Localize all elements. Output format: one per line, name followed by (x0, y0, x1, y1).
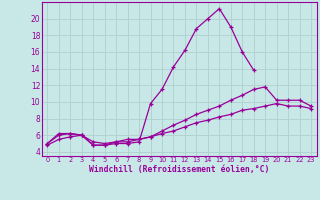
X-axis label: Windchill (Refroidissement éolien,°C): Windchill (Refroidissement éolien,°C) (89, 165, 269, 174)
